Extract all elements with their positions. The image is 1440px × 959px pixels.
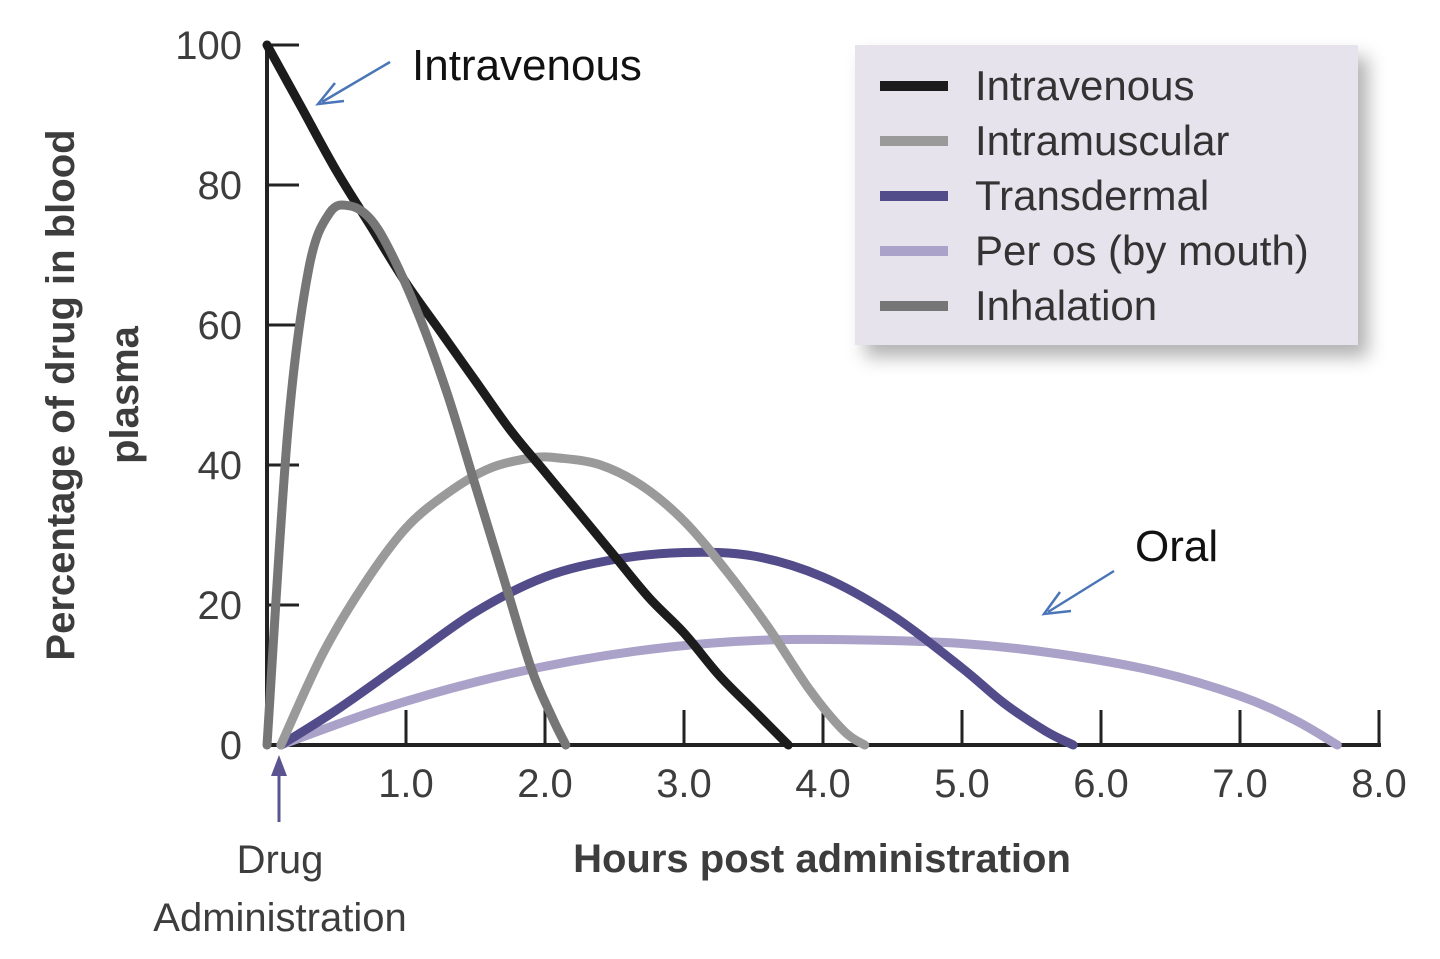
y-tick-label: 0 (220, 724, 242, 768)
series-lines (262, 40, 1342, 750)
series-line-transdermal (276, 547, 1078, 750)
y-tick-label: 100 (175, 24, 242, 68)
legend-label-intravenous: Intravenous (975, 62, 1194, 109)
series-line-intravenous (262, 40, 793, 750)
x-axis-title: Hours post administration (573, 837, 1071, 881)
annotation-drug-administration: Drug Administration (153, 755, 407, 940)
series-line-per-os-by-mouth (276, 634, 1342, 750)
legend-label-per-os-by-mouth: Per os (by mouth) (975, 227, 1309, 274)
x-tick-label: 5.0 (934, 762, 990, 806)
series-line-intramuscular (276, 452, 870, 750)
annotation-administration-label: Administration (153, 896, 406, 940)
x-tick-label: 2.0 (517, 762, 573, 806)
arrowhead-icon (315, 82, 345, 106)
series-line-inhalation (262, 200, 571, 750)
annotation-intravenous: Intravenous (315, 41, 642, 106)
legend-items: Intravenous Intramuscular Transdermal Per o… (880, 62, 1309, 329)
y-tick-label: 80 (198, 164, 243, 208)
x-tick-label: 4.0 (795, 762, 851, 806)
y-tick-label: 20 (198, 584, 243, 628)
annotation-arrow-intravenous (321, 60, 391, 104)
y-axis-ticks: 0 20 40 60 80 100 (175, 24, 299, 768)
legend-label-inhalation: Inhalation (975, 282, 1157, 329)
y-tick-label: 40 (198, 444, 243, 488)
annotation-drug-label: Drug (237, 838, 324, 882)
legend: Intravenous Intramuscular Transdermal Per o… (855, 45, 1358, 345)
annotation-oral: Oral (1041, 522, 1218, 616)
x-tick-label: 8.0 (1351, 762, 1407, 806)
axes: 0 20 40 60 80 100 1.0 2.0 3.0 4.0 5.0 6.0 7.0 8.0 (175, 24, 1407, 806)
legend-label-transdermal: Transdermal (975, 172, 1209, 219)
y-axis-title: Percentage of drug in blood (39, 129, 83, 660)
annotation-oral-label: Oral (1135, 522, 1218, 571)
legend-label-intramuscular: Intramuscular (975, 117, 1229, 164)
y-axis-title-line-2: plasma (103, 325, 147, 464)
x-tick-label: 3.0 (656, 762, 712, 806)
x-tick-label: 1.0 (378, 762, 434, 806)
y-tick-label: 60 (198, 304, 243, 348)
x-axis-ticks: 1.0 2.0 3.0 4.0 5.0 6.0 7.0 8.0 (378, 710, 1407, 806)
annotation-arrow-oral (1047, 569, 1115, 614)
arrowhead-icon (271, 755, 287, 776)
annotation-intravenous-label: Intravenous (412, 41, 642, 90)
x-tick-label: 6.0 (1073, 762, 1129, 806)
x-tick-label: 7.0 (1212, 762, 1268, 806)
arrowhead-icon (1041, 591, 1072, 616)
